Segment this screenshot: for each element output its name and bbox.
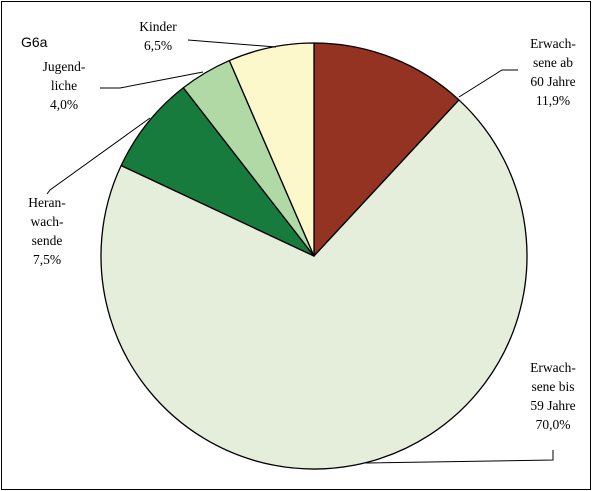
value-label-adolescent: 7,5% xyxy=(33,252,61,267)
category-label-senior: 60 Jahre xyxy=(530,74,575,89)
leader-lines xyxy=(46,39,554,464)
category-label-youth: liche xyxy=(51,78,77,93)
category-label-senior: Erwach- xyxy=(530,36,576,51)
category-label-adult: sene bis xyxy=(531,379,574,394)
category-label-adolescent: wach- xyxy=(31,214,64,229)
chart-title: G6a xyxy=(21,34,48,50)
category-label-adolescent: sende xyxy=(32,233,63,248)
leader-line-senior xyxy=(458,69,518,98)
value-label-youth: 4,0% xyxy=(50,97,78,112)
pie-slice-adolescent xyxy=(120,87,315,257)
leader-line-adult xyxy=(365,450,554,464)
slice-labels: Erwach-sene ab 60 Jahre 11,9% Erwach-sene b… xyxy=(28,19,576,432)
category-label-senior: sene ab xyxy=(533,55,573,70)
category-label-adult: Erwach- xyxy=(530,360,576,375)
leader-line-children xyxy=(187,39,277,48)
category-label-adolescent: Heran- xyxy=(28,195,66,210)
pie-slices xyxy=(100,42,528,470)
category-label-children: Kinder xyxy=(139,19,177,34)
pie-slice-children xyxy=(228,42,315,257)
pie-slice-senior xyxy=(313,42,460,257)
value-label-children: 6,5% xyxy=(144,38,172,53)
value-label-adult: 70,0% xyxy=(536,417,571,432)
value-label-senior: 11,9% xyxy=(536,93,570,108)
category-label-youth: Jugend- xyxy=(43,59,86,74)
category-label-adult: 59 Jahre xyxy=(530,398,575,413)
pie-slice-adult xyxy=(100,99,528,470)
leader-line-adolescent xyxy=(46,117,151,195)
leader-line-youth xyxy=(100,71,204,89)
